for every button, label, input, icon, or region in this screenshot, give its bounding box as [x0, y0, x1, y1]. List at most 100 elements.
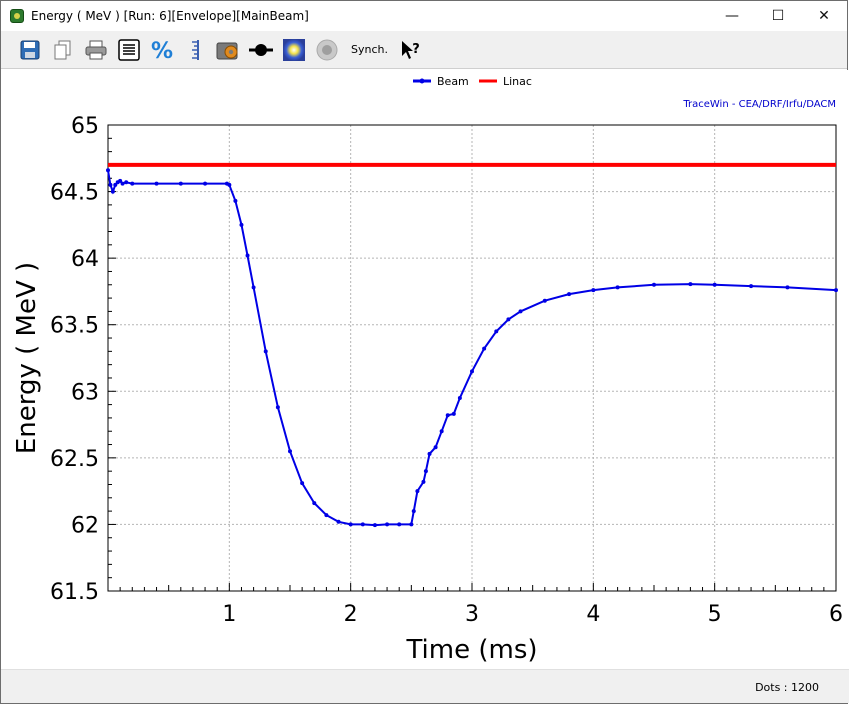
plot-frame: [107, 124, 837, 592]
data-point: [110, 189, 115, 194]
y-tick-label: 64: [71, 247, 99, 272]
text-list-button[interactable]: [116, 37, 142, 63]
data-point: [542, 298, 547, 303]
data-point: [348, 522, 353, 527]
maximize-button[interactable]: ☐: [771, 8, 785, 24]
line-marker-icon: [249, 43, 273, 56]
data-point: [288, 449, 292, 454]
dots-count: Dots : 1200: [755, 681, 819, 694]
settings-icon: [216, 42, 238, 59]
x-tick-label: 1: [222, 602, 236, 627]
save-icon: [20, 40, 40, 59]
data-point: [433, 445, 438, 450]
print-icon: [85, 40, 107, 59]
y-tick-label: 63: [71, 380, 99, 405]
chart-area: TraceWin - CEA/DRF/Irfu/DACM Beam Linac 1 2 3…: [1, 70, 849, 670]
data-point: [409, 522, 414, 527]
y-tick-label: 64.5: [50, 181, 99, 206]
legend-label: Linac: [503, 75, 532, 88]
series-line: [107, 170, 837, 527]
data-point: [688, 282, 693, 287]
data-point: [423, 469, 428, 474]
data-point: [397, 522, 402, 527]
data-point: [178, 181, 183, 186]
data-point: [482, 346, 487, 351]
data-point: [372, 523, 377, 528]
data-point: [415, 489, 420, 494]
data-point: [251, 285, 256, 290]
data-point: [591, 288, 596, 293]
data-point: [120, 181, 125, 186]
percent-button[interactable]: %: [149, 37, 175, 63]
save-button[interactable]: [17, 37, 43, 63]
y-tick-label: 62: [71, 513, 99, 538]
data-point: [124, 180, 129, 185]
data-point: [275, 405, 280, 410]
legend-item: Beam: [413, 75, 469, 88]
legend-marker: [419, 78, 425, 84]
legend-label: Beam: [437, 75, 469, 88]
data-point: [154, 181, 159, 186]
minimize-button[interactable]: —: [725, 8, 739, 24]
print-button[interactable]: [83, 37, 109, 63]
data-point: [785, 285, 790, 290]
svg-text:?: ?: [412, 42, 420, 57]
x-tick-label: 2: [344, 602, 358, 627]
gridlines: [108, 124, 837, 592]
status-bar: Dots : 1200: [1, 669, 849, 703]
data-point: [652, 282, 656, 287]
data-point: [233, 198, 238, 203]
data-point: [227, 182, 232, 187]
close-button[interactable]: ✕: [818, 8, 830, 24]
legend-item: Linac: [479, 75, 532, 88]
energy-chart[interactable]: TraceWin - CEA/DRF/Irfu/DACM Beam Linac 1 2 3…: [1, 70, 849, 670]
help-pointer-icon: ?: [401, 40, 420, 59]
x-axis-label: Time (ms): [405, 635, 537, 665]
data-point: [239, 222, 244, 227]
data-point: [106, 168, 110, 173]
toolbar: %: [1, 31, 847, 69]
watermark-label: TraceWin - CEA/DRF/Irfu/DACM: [682, 99, 836, 110]
glow-button[interactable]: [281, 37, 307, 63]
data-point: [385, 522, 390, 527]
y-tick-label: 62.5: [50, 447, 99, 472]
data-point: [518, 309, 523, 314]
x-tick-label: 6: [829, 602, 843, 627]
data-point: [834, 288, 838, 293]
data-point: [108, 182, 113, 187]
window-title: Energy ( MeV ) [Run: 6][Envelope][MainBe…: [31, 9, 309, 23]
help-pointer-button[interactable]: ?: [398, 37, 424, 63]
data-point: [113, 182, 118, 187]
synch-button[interactable]: Synch.: [351, 43, 388, 56]
data-point: [300, 481, 305, 486]
data-point: [312, 501, 317, 506]
x-tick-label: 5: [708, 602, 722, 627]
ruler-button[interactable]: [182, 37, 208, 63]
data-point: [749, 284, 754, 289]
disc-icon: [316, 39, 338, 60]
data-point: [451, 411, 456, 416]
glow-icon: [283, 38, 305, 61]
y-tick-label: 61.5: [50, 580, 99, 605]
data-point: [494, 329, 499, 334]
y-tick-label: 65: [71, 114, 99, 139]
y-tick-label: 63.5: [50, 314, 99, 339]
data-point: [567, 292, 572, 297]
data-point: [245, 253, 250, 258]
y-axis-label: Energy ( MeV ): [12, 262, 42, 454]
data-point: [506, 317, 511, 322]
x-tick-label: 4: [586, 602, 600, 627]
data-point: [360, 522, 365, 527]
copy-button[interactable]: [50, 37, 76, 63]
svg-text:%: %: [151, 39, 173, 61]
x-tick-label: 3: [465, 602, 479, 627]
line-marker-button[interactable]: [248, 37, 274, 63]
data-point: [118, 178, 123, 183]
settings-button[interactable]: [215, 37, 241, 63]
data-point: [324, 513, 329, 518]
ruler-icon: [192, 39, 199, 60]
data-point: [457, 395, 462, 400]
data-point: [439, 429, 444, 434]
disc-button[interactable]: [314, 37, 340, 63]
